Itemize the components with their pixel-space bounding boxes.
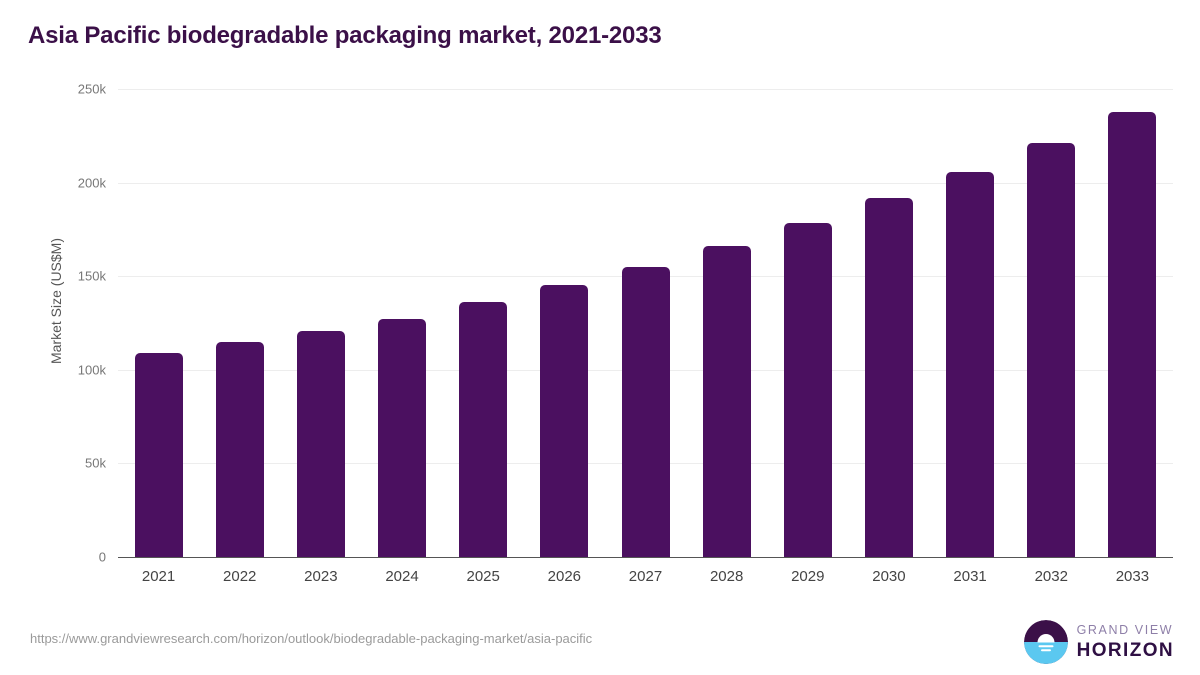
x-axis-tick-label-2024: 2024 [385,568,419,585]
y-axis-tick-label: 0 [98,549,106,565]
x-axis-line [118,557,1173,558]
bar-2031[interactable] [946,171,995,557]
gridline [118,182,1173,184]
bar-2029[interactable] [783,222,832,557]
bar-2023[interactable] [296,331,345,557]
x-axis-tick-label-2026: 2026 [547,568,582,585]
bar-2025[interactable] [459,301,508,557]
y-axis-tick-label: 200k [77,175,106,191]
logo-wordmark: GRAND VIEW HORIZON [1077,624,1174,660]
y-axis-tick-label: 50k [85,455,106,471]
bar-2026[interactable] [540,284,589,557]
x-axis-tick-label-2023: 2023 [304,568,338,585]
x-axis-tick-label-2028: 2028 [709,568,744,585]
y-axis-tick-label: 150k [77,268,106,284]
gridline [118,89,1173,90]
bar-2028[interactable] [702,245,751,557]
logo-line-horizon: HORIZON [1076,639,1174,661]
bar-2024[interactable] [378,318,427,557]
source-url[interactable]: https://www.grandviewresearch.com/horizo… [30,631,593,646]
page-title: Asia Pacific biodegradable packaging mar… [28,22,662,49]
x-axis-tick-label-2029: 2029 [791,568,825,585]
horizon-sun-icon [1023,620,1068,664]
y-axis-title: Market Size (US$M) [48,237,64,365]
x-axis-tick-label-2025: 2025 [466,568,500,585]
x-axis-tick-label-2021: 2021 [141,568,176,585]
bar-2021[interactable] [134,353,183,557]
grand-view-horizon-logo[interactable]: GRAND VIEW HORIZON [1023,620,1174,664]
x-axis-tick-label-2030: 2030 [872,568,906,585]
x-axis-tick-label-2033: 2033 [1115,568,1150,585]
bar-2030[interactable] [864,197,913,557]
x-axis-tick-label-2027: 2027 [628,568,663,585]
bar-2022[interactable] [215,342,264,557]
bar-2027[interactable] [621,266,670,557]
x-axis-tick-label-2031: 2031 [953,568,987,585]
y-axis-tick-label: 100k [77,362,106,378]
x-axis-tick-label-2022: 2022 [223,568,257,585]
bar-2033[interactable] [1108,112,1157,557]
bar-2032[interactable] [1027,142,1076,557]
logo-line-grand-view: GRAND VIEW [1076,623,1174,638]
y-axis-tick-label: 250k [77,81,106,97]
x-axis-tick-label-2032: 2032 [1034,568,1068,585]
chart-plot-area: Market Size (US$M) 0 50k 100k 150k 200k 250k … [48,81,1173,585]
